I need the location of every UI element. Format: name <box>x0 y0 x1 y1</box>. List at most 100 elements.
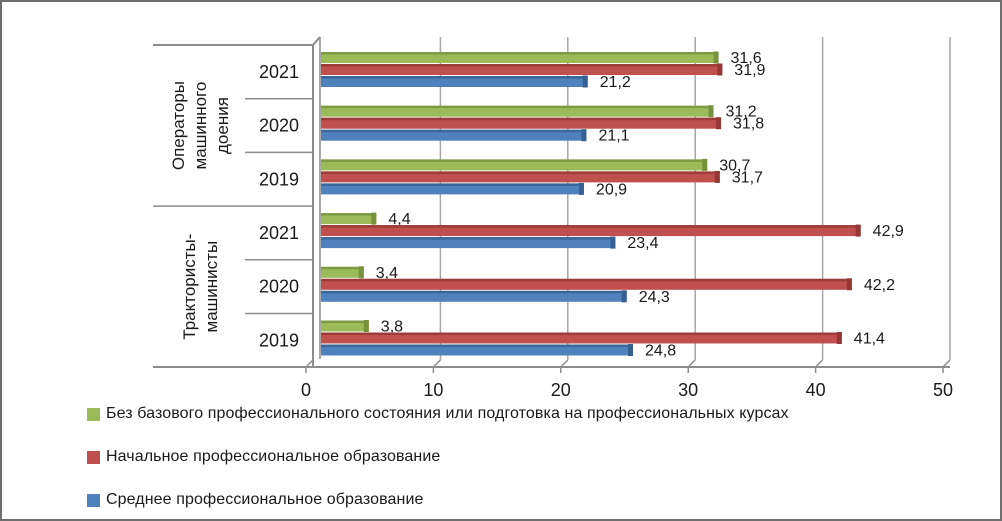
bar-top-bevel <box>321 320 369 323</box>
bar-end-cap <box>846 278 852 291</box>
group-label-line: машинисты <box>202 241 221 333</box>
legend-label: Без базового профессионального состояния… <box>106 405 789 422</box>
tick-diagonal-30 <box>687 359 696 368</box>
bar-1-0-2021 <box>321 64 723 75</box>
value-label-1-0-2019: 31,7 <box>732 169 763 186</box>
bar-0-1-2021 <box>321 213 377 225</box>
bar-end-cap <box>717 63 723 76</box>
tick-diagonal-0 <box>305 359 314 368</box>
bar-0-0-2019 <box>321 159 708 171</box>
bar-end-cap <box>363 320 369 332</box>
x-tick-label-40: 40 <box>806 380 826 400</box>
legend-item-no-basic-education: Без базового профессионального состояния… <box>87 405 789 423</box>
bar-top-bevel <box>321 159 708 162</box>
legend-item-initial-vocational-education: Начальное профессиональное образование <box>87 448 440 466</box>
value-label-1-0-2020: 31,8 <box>733 116 764 133</box>
year-label-2020: 2020 <box>259 116 299 136</box>
bar-end-cap <box>836 332 842 344</box>
bar-top-bevel <box>321 290 627 294</box>
value-label-2-1-2020: 24,3 <box>639 289 670 306</box>
x-tick-label-20: 20 <box>551 380 571 400</box>
bar-end-cap <box>702 158 708 171</box>
value-label-2-0-2020: 21,1 <box>598 128 629 145</box>
bar-top-bevel <box>321 171 720 174</box>
bar-top-bevel <box>321 237 616 240</box>
bar-top-bevel <box>321 129 587 133</box>
tick-diagonal-20 <box>560 359 569 368</box>
bar-1-1-2020 <box>321 278 852 290</box>
group-label-line: Трактористы- <box>180 234 199 340</box>
bar-end-cap <box>610 236 616 249</box>
bar-end-cap <box>713 51 719 64</box>
bar-end-cap <box>582 75 588 88</box>
bar-1-1-2021 <box>321 225 861 237</box>
year-label-2021: 2021 <box>259 62 299 82</box>
group-label-line: машинного <box>191 82 210 170</box>
legend-item-secondary-vocational-education: Среднее профессиональное образование <box>87 491 423 509</box>
value-label-2-1-2019: 24,8 <box>645 343 676 360</box>
legend-label: Начальное профессиональное образование <box>106 448 441 465</box>
bar-0-0-2020 <box>321 105 714 117</box>
bar-end-cap <box>371 212 377 225</box>
year-label-2019: 2019 <box>259 330 299 350</box>
year-label-2019: 2019 <box>259 169 299 189</box>
bar-top-bevel <box>321 183 584 186</box>
bar-end-cap <box>708 105 714 118</box>
bar-0-1-2019 <box>321 320 369 332</box>
bar-1-0-2020 <box>321 117 722 129</box>
bar-end-cap <box>358 266 364 279</box>
bar-top-bevel <box>321 344 633 347</box>
bar-2-0-2021 <box>321 76 588 87</box>
tick-diagonal-40 <box>815 359 824 368</box>
y-axis-top-diagonal <box>312 36 321 46</box>
legend-swatch-green <box>87 407 100 421</box>
value-label-2-0-2019: 20,9 <box>596 181 627 198</box>
value-label-0-0-2019: 30,7 <box>719 157 750 174</box>
year-label-2021: 2021 <box>259 223 299 243</box>
value-label-0-0-2021: 31,6 <box>731 50 762 67</box>
tick-diagonal-50 <box>942 359 951 368</box>
bar-top-bevel <box>321 64 723 67</box>
bar-2-0-2020 <box>321 129 587 141</box>
bar-2-0-2019 <box>321 183 584 195</box>
legend-swatch-blue <box>87 493 100 507</box>
bar-top-bevel <box>321 278 852 282</box>
x-tick-label-10: 10 <box>423 380 443 400</box>
group-label-line: Операторы <box>169 81 188 170</box>
bar-top-bevel <box>321 105 714 109</box>
bar-1-0-2019 <box>321 171 720 183</box>
bar-end-cap <box>855 224 861 237</box>
value-label-2-0-2021: 21,2 <box>600 74 631 91</box>
x-tick-label-30: 30 <box>678 380 698 400</box>
legend-swatch-red <box>87 450 100 464</box>
bar-end-cap <box>578 182 584 195</box>
bar-end-cap <box>621 290 627 303</box>
bar-top-bevel <box>321 332 842 335</box>
value-label-1-1-2020: 42,2 <box>864 277 895 294</box>
x-tick-label-50: 50 <box>933 380 953 400</box>
bar-1-1-2019 <box>321 332 842 344</box>
bar-top-bevel <box>321 213 377 216</box>
value-label-0-1-2020: 3,4 <box>376 265 398 282</box>
year-label-2020: 2020 <box>259 277 299 297</box>
bar-top-bevel <box>321 76 588 79</box>
value-label-2-1-2021: 23,4 <box>627 235 658 252</box>
bar-end-cap <box>714 170 720 183</box>
bar-2-1-2020 <box>321 290 627 302</box>
legend-label: Среднее профессиональное образование <box>106 491 424 508</box>
value-label-1-1-2019: 41,4 <box>854 331 885 348</box>
tick-diagonal-10 <box>432 359 441 368</box>
value-label-0-1-2021: 4,4 <box>388 211 410 228</box>
bar-end-cap <box>716 117 722 130</box>
value-label-1-0-2021: 31,9 <box>734 62 765 79</box>
bar-top-bevel <box>321 52 719 55</box>
bar-top-bevel <box>321 266 364 270</box>
bar-0-0-2021 <box>321 52 719 63</box>
bar-top-bevel <box>321 117 722 121</box>
bar-end-cap <box>627 344 633 356</box>
value-label-1-1-2021: 42,9 <box>873 223 904 240</box>
bar-end-cap <box>581 129 587 142</box>
group-label-line: доения <box>213 97 232 154</box>
bar-0-1-2020 <box>321 266 364 278</box>
